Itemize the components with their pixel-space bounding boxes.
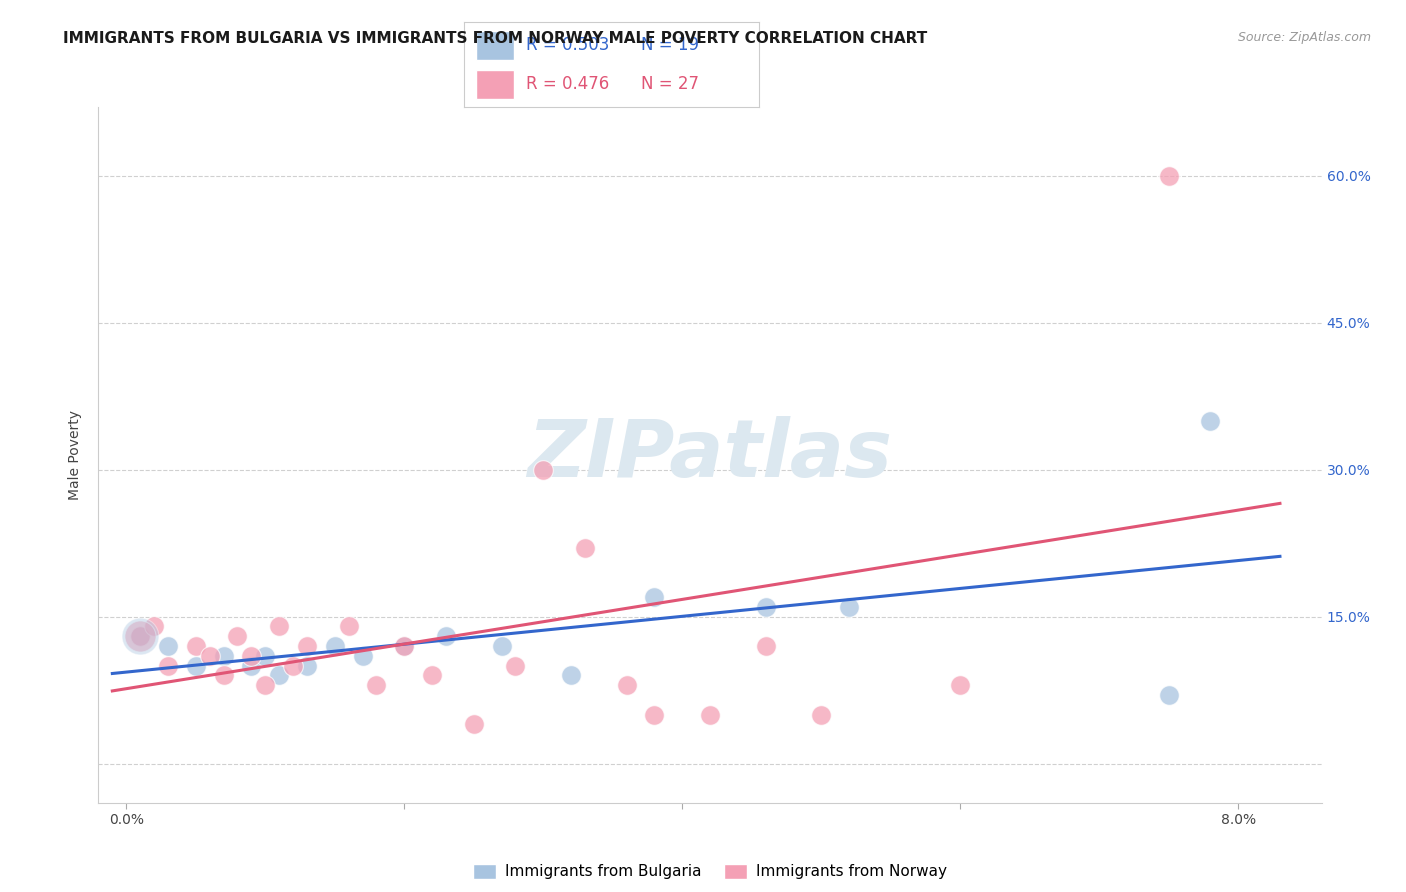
Point	[269, 668, 291, 682]
Point	[643, 707, 665, 722]
Point	[281, 658, 304, 673]
Point	[129, 629, 152, 643]
Point	[184, 639, 207, 653]
Point	[337, 619, 360, 633]
Text: R = 0.503: R = 0.503	[526, 37, 609, 54]
Point	[394, 639, 416, 653]
Point	[810, 707, 832, 722]
Point	[226, 629, 249, 643]
Point	[129, 629, 152, 643]
Text: Source: ZipAtlas.com: Source: ZipAtlas.com	[1237, 31, 1371, 45]
Text: N = 27: N = 27	[641, 75, 699, 93]
FancyBboxPatch shape	[475, 30, 515, 60]
FancyBboxPatch shape	[475, 70, 515, 99]
Point	[143, 619, 166, 633]
Point	[269, 619, 291, 633]
Point	[352, 648, 374, 663]
Point	[212, 648, 235, 663]
Point	[198, 648, 221, 663]
Point	[560, 668, 582, 682]
Point	[643, 590, 665, 604]
Point	[295, 658, 318, 673]
Point	[295, 639, 318, 653]
Point	[1199, 414, 1222, 428]
Point	[463, 717, 485, 731]
Text: IMMIGRANTS FROM BULGARIA VS IMMIGRANTS FROM NORWAY MALE POVERTY CORRELATION CHAR: IMMIGRANTS FROM BULGARIA VS IMMIGRANTS F…	[63, 31, 928, 46]
Point	[1157, 169, 1180, 183]
Point	[574, 541, 596, 555]
Text: ZIPatlas: ZIPatlas	[527, 416, 893, 494]
Point	[755, 599, 778, 614]
Point	[616, 678, 638, 692]
Point	[184, 658, 207, 673]
Point	[156, 658, 179, 673]
Point	[1157, 688, 1180, 702]
Point	[366, 678, 388, 692]
Point	[129, 629, 152, 643]
Point	[949, 678, 972, 692]
Text: N = 19: N = 19	[641, 37, 699, 54]
Legend: Immigrants from Bulgaria, Immigrants from Norway: Immigrants from Bulgaria, Immigrants fro…	[467, 857, 953, 886]
Point	[531, 462, 554, 476]
Point	[491, 639, 513, 653]
Text: R = 0.476: R = 0.476	[526, 75, 609, 93]
Point	[254, 648, 277, 663]
Point	[420, 668, 443, 682]
Point	[699, 707, 721, 722]
Point	[838, 599, 860, 614]
Point	[323, 639, 346, 653]
Y-axis label: Male Poverty: Male Poverty	[69, 410, 83, 500]
Point	[212, 668, 235, 682]
Point	[755, 639, 778, 653]
Point	[129, 629, 152, 643]
Point	[434, 629, 457, 643]
Point	[240, 648, 263, 663]
Point	[254, 678, 277, 692]
Point	[156, 639, 179, 653]
Point	[240, 658, 263, 673]
Point	[505, 658, 527, 673]
Point	[394, 639, 416, 653]
